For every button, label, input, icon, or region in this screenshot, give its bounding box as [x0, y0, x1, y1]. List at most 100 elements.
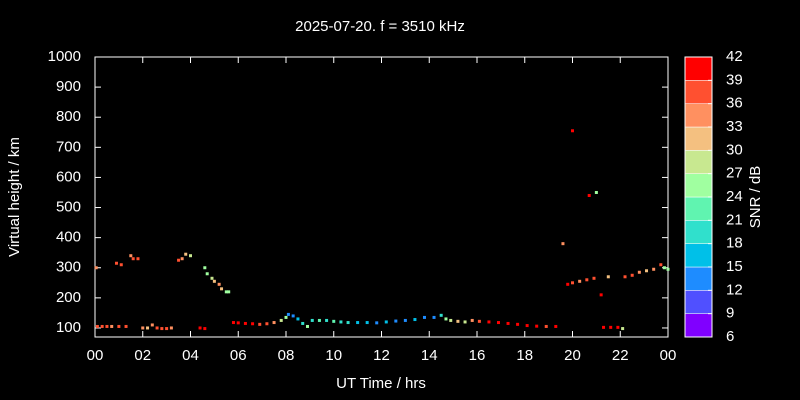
point [146, 326, 150, 330]
y-tick-label: 200 [56, 289, 81, 306]
point [258, 322, 262, 326]
point [129, 254, 133, 258]
point [666, 267, 670, 271]
x-tick-label: 08 [278, 347, 295, 364]
point [184, 252, 188, 256]
point [602, 325, 606, 329]
colorbar-label: SNR / dB [747, 166, 764, 229]
point [210, 276, 214, 280]
colorbar-band [684, 126, 713, 151]
x-tick-label: 14 [421, 347, 438, 364]
x-tick-label: 18 [516, 347, 533, 364]
colorbar-band [684, 266, 713, 291]
point [384, 320, 388, 324]
point [110, 324, 114, 328]
y-tick-label: 1000 [48, 48, 81, 65]
point [136, 257, 140, 261]
point [251, 322, 255, 326]
point [203, 327, 207, 331]
colorbar-band [684, 80, 713, 104]
point [599, 293, 603, 297]
colorbar-tick-label: 39 [726, 71, 743, 88]
point [212, 279, 216, 283]
colorbar-band [684, 243, 713, 268]
colorbar-tick-label: 6 [726, 328, 734, 345]
colorbar-band [684, 196, 713, 221]
point [477, 319, 481, 323]
point [227, 290, 231, 294]
point [305, 324, 309, 328]
point [422, 315, 426, 319]
point [296, 317, 300, 321]
point [609, 325, 613, 329]
y-tick-label: 900 [56, 78, 81, 95]
point [94, 266, 98, 270]
point [150, 323, 154, 327]
point [160, 327, 164, 331]
point [169, 326, 173, 330]
point [177, 258, 181, 262]
x-tick-label: 10 [325, 347, 342, 364]
point [432, 315, 436, 319]
point [114, 261, 118, 265]
point [205, 272, 209, 276]
y-tick-label: 500 [56, 199, 81, 216]
colorbar-tick-label: 30 [726, 141, 743, 158]
point [279, 318, 283, 322]
point [124, 324, 128, 328]
point [332, 319, 336, 323]
point [310, 318, 314, 322]
point [516, 322, 520, 326]
point [243, 321, 247, 325]
colorbar-band [684, 150, 713, 174]
colorbar-band [684, 290, 713, 314]
plot-frame [94, 56, 669, 338]
point [317, 318, 321, 322]
point [662, 266, 666, 270]
point [444, 317, 448, 321]
colorbar-tick-label: 15 [726, 258, 743, 275]
colorbar-tick-label: 36 [726, 95, 743, 112]
point [439, 313, 443, 317]
point [449, 318, 453, 322]
point [189, 254, 192, 258]
point [286, 312, 290, 316]
point [155, 326, 159, 330]
x-tick-label: 20 [564, 347, 581, 364]
y-tick-label: 600 [56, 168, 81, 185]
x-tick-label: 06 [230, 347, 247, 364]
chart-title: 2025-07-20. f = 3510 kHz [295, 18, 465, 35]
point [119, 263, 123, 267]
point [413, 318, 417, 322]
point [606, 275, 610, 279]
point [621, 327, 625, 331]
y-axis-label: Virtual height / km [6, 137, 23, 257]
point [284, 315, 288, 319]
point [637, 270, 641, 274]
x-tick-label: 00 [660, 347, 677, 364]
colorbar-tick-label: 9 [726, 305, 734, 322]
x-tick-label: 02 [134, 347, 151, 364]
point [645, 269, 649, 273]
x-tick-label: 12 [373, 347, 390, 364]
point [544, 324, 548, 328]
colorbar-band [684, 220, 713, 244]
point [592, 276, 596, 280]
point [100, 324, 104, 328]
point [659, 263, 663, 267]
point [578, 279, 582, 283]
point [585, 278, 589, 282]
point [554, 324, 558, 328]
point [587, 193, 591, 197]
point [463, 320, 467, 324]
x-tick-label: 00 [87, 347, 104, 364]
colorbar-band [684, 313, 713, 338]
point [394, 319, 398, 323]
point [131, 257, 135, 261]
point [165, 327, 169, 331]
point [375, 321, 379, 325]
x-tick-label: 22 [612, 347, 629, 364]
point [141, 326, 145, 330]
point [356, 321, 360, 325]
